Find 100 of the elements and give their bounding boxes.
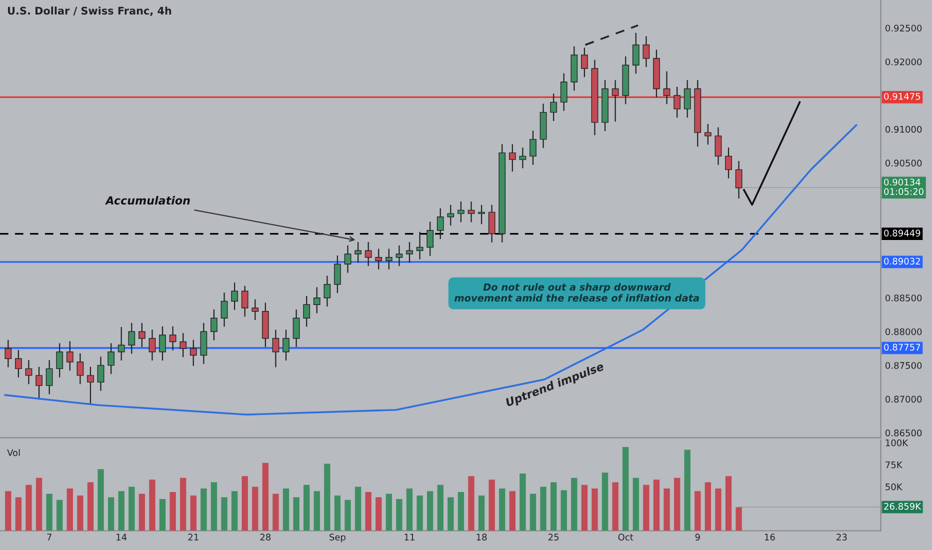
candlestick <box>4 340 12 368</box>
candlestick <box>560 73 568 111</box>
candlestick <box>663 71 670 104</box>
bar <box>448 497 454 531</box>
candlestick <box>478 204 485 224</box>
y-tick-label: 75K <box>886 462 903 468</box>
text: U.S. Dollar / Swiss Franc, 4h <box>8 6 172 16</box>
bar <box>664 488 670 531</box>
y-tick-label: 0.91000 <box>886 126 922 133</box>
bar <box>180 478 186 531</box>
bar <box>674 478 680 531</box>
x-tick-label: 25 <box>548 534 559 541</box>
y-tick-label: 50K <box>886 483 903 490</box>
bar <box>138 494 146 531</box>
bar <box>437 484 444 531</box>
y-tick-label: 0.88500 <box>886 294 922 302</box>
bar <box>252 486 258 531</box>
candlestick <box>25 360 32 384</box>
candlestick <box>36 366 42 400</box>
candlestick <box>704 124 712 145</box>
bar <box>354 486 362 531</box>
bar <box>632 478 639 531</box>
ref-line-label: 0.89449 <box>884 230 920 236</box>
bar <box>396 499 402 531</box>
candlestick <box>97 356 104 391</box>
candlestick <box>436 208 444 240</box>
candlestick <box>46 360 53 394</box>
ref-line-label: 0.89032 <box>884 258 920 265</box>
x-tick-label: 18 <box>476 534 487 541</box>
bar <box>170 492 176 531</box>
candlestick <box>56 343 64 378</box>
bar <box>571 478 578 531</box>
y-tick-label: 0.90500 <box>886 160 922 166</box>
candlestick <box>252 299 259 320</box>
candlestick <box>416 232 424 260</box>
bar <box>5 491 12 531</box>
bar <box>334 496 341 531</box>
bar <box>66 488 73 531</box>
candlestick <box>210 309 218 340</box>
candlestick <box>180 333 187 358</box>
annotation: Do not rule out a sharp downward movement amid the release of inflation data <box>454 283 699 302</box>
x-tick-label: Oct <box>618 534 634 541</box>
candlestick <box>231 282 238 310</box>
bar <box>406 488 413 531</box>
bar <box>458 492 464 531</box>
candlestick <box>159 326 166 360</box>
candlestick <box>128 322 136 354</box>
candlestick <box>684 80 691 118</box>
candlestick <box>550 94 558 121</box>
candlestick <box>76 353 84 384</box>
candlestick <box>385 248 392 270</box>
bar <box>200 488 207 531</box>
bar <box>108 497 114 531</box>
bar <box>725 476 732 531</box>
bar <box>159 499 166 531</box>
candlestick <box>581 48 588 78</box>
x-tick-label: 9 <box>695 534 700 541</box>
bar <box>314 491 320 531</box>
annotation: Accumulation <box>104 196 190 205</box>
candlestick <box>220 292 228 327</box>
candlestick <box>714 127 722 165</box>
bar <box>643 484 650 531</box>
bar <box>210 482 218 531</box>
bar <box>118 491 124 531</box>
candlestick <box>272 330 280 368</box>
bar <box>581 484 588 531</box>
y-tick-label: 0.88000 <box>886 328 922 336</box>
bar <box>15 497 22 531</box>
candlestick <box>200 322 208 364</box>
candlestick <box>334 255 341 294</box>
bar <box>262 462 269 531</box>
bar <box>530 494 536 531</box>
bar <box>26 484 32 531</box>
bar <box>272 494 279 531</box>
bar <box>602 472 608 531</box>
bar <box>98 469 104 531</box>
bar <box>488 480 495 531</box>
bar <box>736 507 742 531</box>
bar <box>468 476 474 531</box>
bar <box>376 497 382 531</box>
bar <box>509 491 516 531</box>
bar <box>592 488 598 531</box>
bar <box>221 497 228 531</box>
y-tick-label: 100K <box>886 439 908 446</box>
candlestick <box>725 148 732 178</box>
candlestick <box>364 242 372 266</box>
bar <box>478 496 485 531</box>
annotation: 26.859K <box>884 502 922 510</box>
candlestick <box>190 340 197 366</box>
bar <box>499 488 506 531</box>
bar <box>715 488 722 531</box>
x-tick-label: Sep <box>330 534 346 542</box>
candlestick <box>396 245 403 266</box>
candlestick <box>313 287 320 314</box>
bar <box>540 486 546 531</box>
bar <box>304 484 310 531</box>
bar <box>704 482 712 531</box>
annotation: 0.90134 01:05:20 <box>884 178 924 195</box>
bar <box>416 496 423 531</box>
bar <box>560 490 567 531</box>
